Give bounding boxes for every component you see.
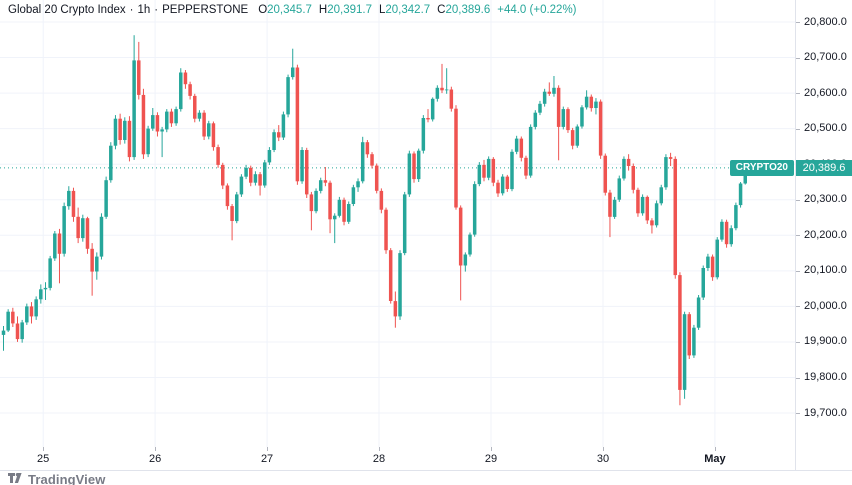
time-axis-label: 29 <box>484 453 498 465</box>
price-axis-label: 20,300.0 <box>804 193 847 206</box>
price-axis-tick <box>796 22 800 23</box>
time-axis-tick <box>714 447 716 451</box>
price-axis-label: 20,800.0 <box>804 15 847 28</box>
price-axis-tick <box>796 341 800 343</box>
time-axis-tick <box>490 447 492 451</box>
price-line-symbol-chip: CRYPTO20 <box>729 159 794 176</box>
exchange-label: PEPPERSTONE <box>162 4 249 16</box>
time-axis-separator <box>0 470 852 471</box>
close-value: 20,389.6 <box>445 4 491 16</box>
price-axis-separator <box>795 0 796 470</box>
price-axis-tick <box>796 377 800 379</box>
price-axis-label: 19,800.0 <box>804 371 847 383</box>
time-axis-tick <box>379 447 381 451</box>
tradingview-logo-text: TradingView <box>28 472 106 485</box>
time-axis-label: 25 <box>37 453 50 465</box>
time-axis-label: 27 <box>260 453 274 465</box>
price-axis-tick <box>796 413 800 415</box>
time-axis-label: May <box>704 453 726 465</box>
chart-canvas[interactable] <box>0 0 795 447</box>
low-label: L <box>378 4 386 16</box>
time-axis-tick <box>155 447 157 451</box>
change-value: +44.0 (+0.22%) <box>497 4 577 16</box>
price-axis-tick <box>796 235 800 237</box>
price-axis-tick <box>796 57 800 59</box>
price-axis-label: 20,500.0 <box>804 122 847 135</box>
price-axis-label: 20,100.0 <box>804 264 847 277</box>
open-value: 20,345.7 <box>267 4 312 16</box>
price-axis-tick <box>796 270 800 272</box>
time-axis-label: 30 <box>596 453 610 465</box>
price-axis-tick <box>796 93 800 95</box>
price-axis-label: 20,200.0 <box>804 228 847 241</box>
ohlc-readout: O20,345.7 H20,391.7 L20,342.7 C20,389.6 … <box>258 4 576 16</box>
tradingview-logo[interactable]: TradingView <box>8 472 105 485</box>
time-axis-label: 28 <box>372 453 386 465</box>
time-axis-label: 26 <box>148 453 162 465</box>
price-axis-tick <box>796 128 800 130</box>
time-axis-tick <box>267 447 269 451</box>
close-label: C <box>437 4 446 16</box>
high-value: 20,391.7 <box>327 4 372 16</box>
time-axis-tick <box>43 447 45 451</box>
price-axis-label: 20,600.0 <box>804 86 847 99</box>
symbol-title[interactable]: Global 20 Crypto Index <box>8 4 126 16</box>
high-label: H <box>318 4 328 16</box>
price-axis[interactable]: 20,800.020,700.020,600.020,500.020,400.0… <box>796 0 852 470</box>
price-axis-tick <box>796 199 800 201</box>
price-axis-label: 20,000.0 <box>804 299 847 312</box>
price-axis-label: 20,700.0 <box>804 51 847 64</box>
time-axis[interactable]: 25 26 27 28 29 30 May <box>0 447 795 470</box>
chart-legend: Global 20 Crypto Index · 1h · PEPPERSTON… <box>8 2 577 18</box>
last-price-chip: 20,389.6 <box>796 159 852 176</box>
price-axis-tick <box>796 306 800 308</box>
tradingview-logo-icon <box>8 473 22 483</box>
open-label: O <box>258 4 268 16</box>
time-axis-tick <box>602 447 604 451</box>
price-axis-label: 19,700.0 <box>804 406 847 419</box>
price-axis-label: 19,900.0 <box>804 335 847 348</box>
legend-separator: · <box>129 4 134 16</box>
low-value: 20,342.7 <box>385 4 431 16</box>
legend-separator: · <box>154 4 159 16</box>
interval-label[interactable]: 1h <box>137 4 151 16</box>
